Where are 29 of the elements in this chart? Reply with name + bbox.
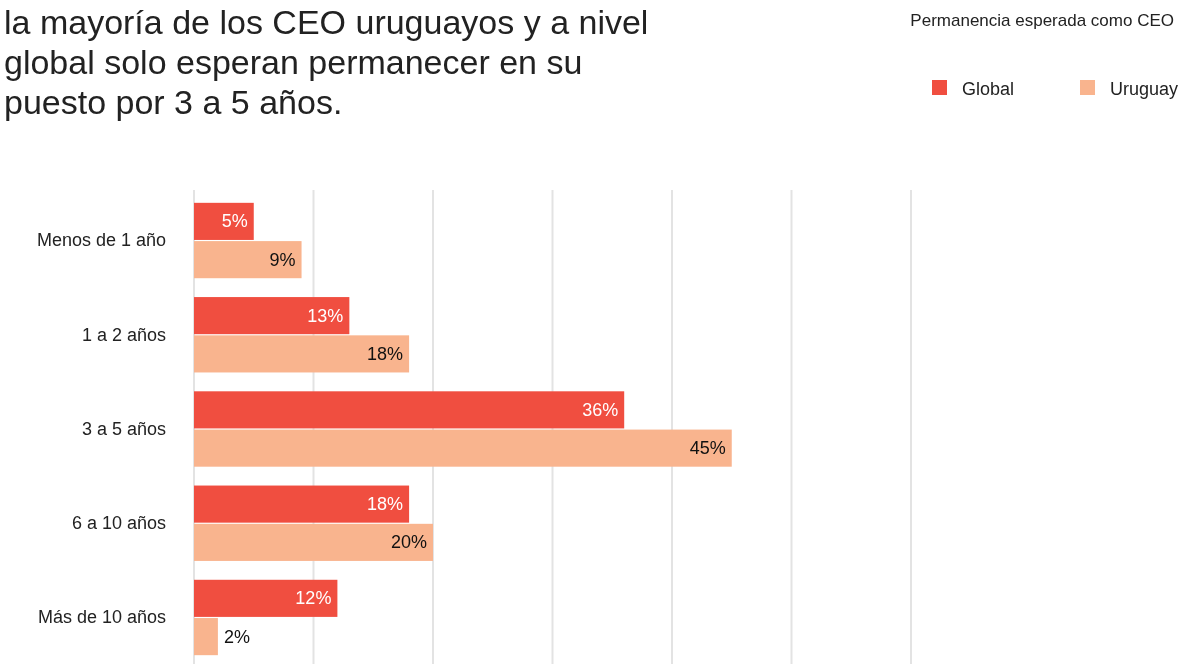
data-label: 2% [223, 626, 250, 647]
chart-title: la mayoría de los CEO uruguayos y a nivel global solo esperan permanecer en su puesto por 3 a 5 años. [4, 3, 649, 121]
data-label: 13% [307, 305, 344, 326]
y-tick-label: 1 a 2 años [81, 324, 166, 345]
data-label: 5% [221, 211, 248, 232]
y-tick-label: 6 a 10 años [71, 513, 166, 533]
legend-label: Uruguay [1110, 79, 1179, 99]
bar [194, 297, 350, 335]
bar [194, 485, 410, 523]
data-label: 36% [582, 399, 619, 420]
y-tick-label: Menos de 1 año [36, 230, 166, 251]
data-label: 12% [295, 588, 332, 609]
data-label: 45% [689, 438, 726, 459]
legend-title: Permanencia esperada como CEO [910, 11, 1174, 30]
data-label: 20% [390, 532, 427, 553]
bar [194, 579, 338, 617]
bar [194, 335, 410, 373]
data-label: 18% [367, 494, 404, 515]
bar [194, 391, 625, 429]
bar [194, 241, 302, 279]
y-tick-label: 3 a 5 años [81, 418, 166, 439]
bar [194, 523, 433, 561]
data-label: 18% [367, 343, 404, 364]
y-tick-label: Más de 10 años [37, 607, 166, 628]
legend-label: Global [962, 79, 1015, 99]
bar [194, 202, 254, 240]
bar [194, 618, 218, 656]
bar [194, 429, 732, 467]
data-label: 9% [269, 249, 296, 270]
